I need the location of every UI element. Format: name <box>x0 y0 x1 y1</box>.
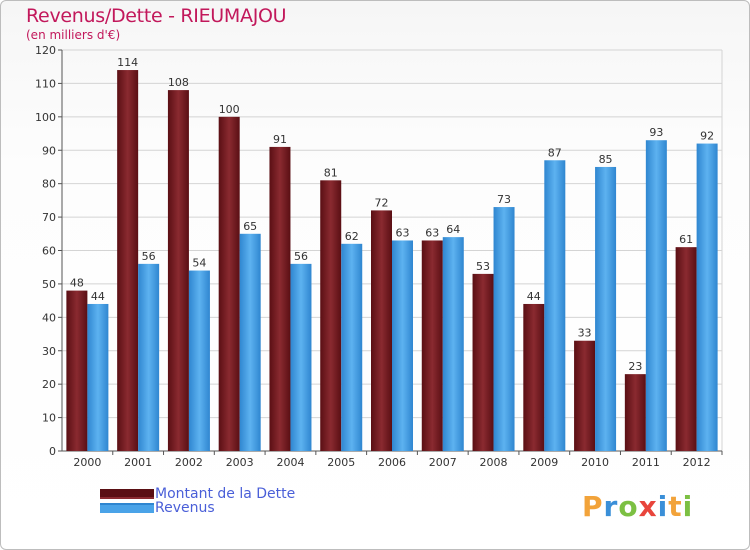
logo-letter: i <box>657 490 669 523</box>
bar-dette <box>472 273 494 451</box>
data-label-dette: 114 <box>117 56 138 69</box>
bar-dette <box>523 303 545 451</box>
legend-label-revenus: Revenus <box>155 500 215 516</box>
legend-label-debt: Montant de la Dette <box>155 486 296 502</box>
bar-revenus <box>87 303 109 451</box>
x-tick-label: 2004 <box>276 456 304 469</box>
bar-revenus <box>239 233 261 451</box>
data-label-revenus: 63 <box>396 226 410 239</box>
data-label-dette: 63 <box>425 226 439 239</box>
data-label-dette: 81 <box>324 166 338 179</box>
bar-revenus <box>392 240 413 451</box>
data-label-revenus: 44 <box>91 290 105 303</box>
x-tick-label: 2012 <box>683 456 711 469</box>
y-tick-label: 90 <box>42 144 56 157</box>
bar-revenus <box>138 263 160 451</box>
x-tick-label: 2007 <box>429 456 457 469</box>
x-tick-label: 2002 <box>175 456 203 469</box>
y-tick-label: 0 <box>49 445 56 458</box>
bar-revenus <box>645 140 667 451</box>
x-tick-label: 2011 <box>632 456 660 469</box>
logo-letter: i <box>682 490 694 523</box>
y-tick-label: 110 <box>35 77 56 90</box>
data-label-revenus: 92 <box>700 130 714 143</box>
data-labels: 48 44 114 56 108 54 100 65 91 56 81 62 72 63 63 64 53 73 4… <box>70 56 714 373</box>
logo-letter: r <box>603 490 619 523</box>
data-label-revenus: 64 <box>446 223 460 236</box>
bar-dette <box>320 180 342 451</box>
logo-letter: x <box>638 490 658 523</box>
data-label-dette: 23 <box>628 360 642 373</box>
x-tick-label: 2001 <box>124 456 152 469</box>
bar-revenus <box>188 270 210 451</box>
y-tick-label: 70 <box>42 211 56 224</box>
data-label-revenus: 56 <box>294 250 308 263</box>
data-label-revenus: 93 <box>649 126 663 139</box>
bar-dette <box>269 146 291 452</box>
chart-title: Revenus/Dette - RIEUMAJOU <box>26 5 287 27</box>
bar-dette <box>218 116 240 451</box>
bar-dette <box>66 290 88 451</box>
data-label-dette: 61 <box>679 233 693 246</box>
bar-dette <box>624 374 646 451</box>
y-tick-label: 20 <box>42 378 56 391</box>
y-tick-label: 10 <box>42 412 56 425</box>
y-tick-label: 30 <box>42 345 56 358</box>
bar-dette <box>117 70 139 452</box>
bar-revenus <box>493 207 515 451</box>
legend-swatch-revenus <box>100 503 154 513</box>
data-label-dette: 33 <box>578 327 592 340</box>
data-label-revenus: 54 <box>192 257 206 270</box>
x-tick-label: 2009 <box>530 456 558 469</box>
data-label-revenus: 85 <box>599 153 613 166</box>
bars <box>66 70 718 452</box>
bar-dette <box>675 247 697 451</box>
x-tick-label: 2006 <box>378 456 406 469</box>
bar-dette <box>371 210 392 451</box>
x-tick-label: 2003 <box>226 456 254 469</box>
data-label-dette: 53 <box>476 260 490 273</box>
data-label-revenus: 56 <box>142 250 156 263</box>
data-label-dette: 108 <box>168 76 189 89</box>
bar-dette <box>421 240 443 451</box>
data-label-revenus: 65 <box>243 220 257 233</box>
logo-letter: P <box>582 490 604 523</box>
proxiti-logo: Proxiti <box>582 490 693 523</box>
data-label-dette: 91 <box>273 133 287 146</box>
data-label-dette: 48 <box>70 277 84 290</box>
bar-revenus <box>442 237 464 451</box>
x-tick-label: 2000 <box>73 456 101 469</box>
bar-revenus <box>544 160 566 451</box>
data-label-revenus: 87 <box>548 146 562 159</box>
legend-swatch-debt <box>100 489 154 499</box>
bar-revenus <box>696 143 718 452</box>
data-label-revenus: 62 <box>345 230 359 243</box>
y-tick-label: 40 <box>42 311 56 324</box>
x-tick-label: 2010 <box>581 456 609 469</box>
data-label-dette: 72 <box>375 196 389 209</box>
bar-dette <box>167 90 189 451</box>
bar-dette <box>574 340 596 451</box>
data-label-revenus: 73 <box>497 193 511 206</box>
data-label-dette: 44 <box>527 290 541 303</box>
x-tick-label: 2008 <box>480 456 508 469</box>
logo-letter: t <box>668 490 683 523</box>
y-tick-label: 120 <box>35 44 56 57</box>
x-tick-label: 2005 <box>327 456 355 469</box>
y-tick-label: 100 <box>35 111 56 124</box>
data-label-dette: 100 <box>219 103 240 116</box>
chart-subtitle: (en milliers d'€) <box>26 28 121 42</box>
bar-revenus <box>341 243 363 451</box>
bar-revenus <box>290 263 312 451</box>
y-tick-label: 60 <box>42 245 56 258</box>
y-tick-label: 50 <box>42 278 56 291</box>
y-tick-label: 80 <box>42 178 56 191</box>
logo-letter: o <box>618 490 639 523</box>
bar-revenus <box>595 166 617 452</box>
